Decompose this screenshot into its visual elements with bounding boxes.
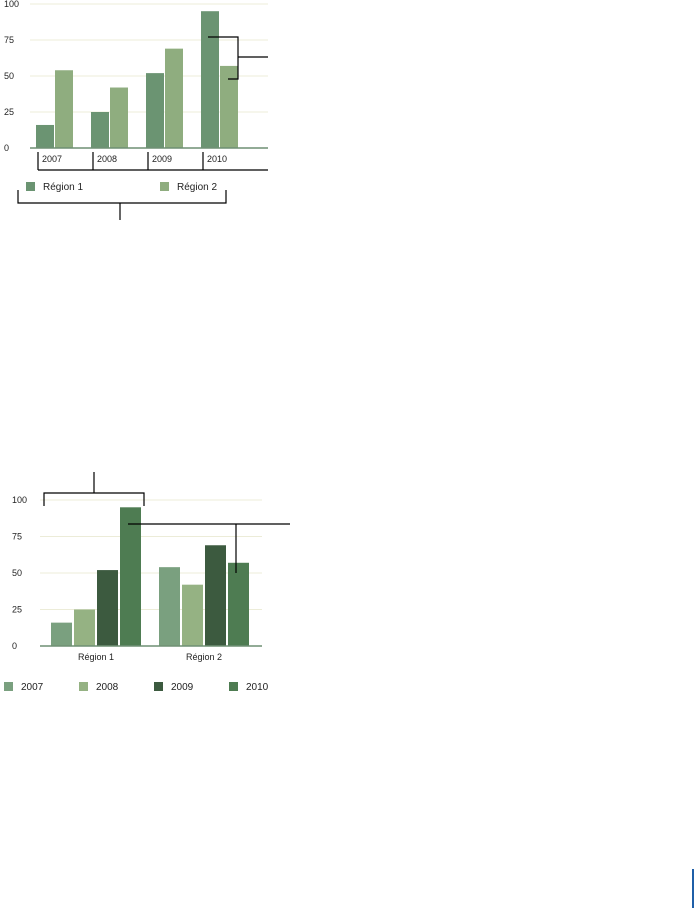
bar	[36, 124, 54, 148]
y-tick-label: 50	[12, 568, 22, 578]
y-tick-label: 50	[4, 71, 14, 81]
legend-swatch	[79, 682, 88, 691]
x-category-label: 2009	[152, 154, 172, 164]
legend-label: Région 1	[43, 182, 83, 193]
chart-by-region-callouts	[43, 472, 290, 573]
legend-swatch	[154, 682, 163, 691]
category-bracket	[37, 152, 268, 171]
bar	[51, 622, 72, 646]
bar	[55, 70, 73, 148]
x-category-label: Région 1	[78, 652, 114, 662]
legend-label: 2007	[21, 682, 44, 693]
x-category-label: 2008	[97, 154, 117, 164]
bar	[146, 73, 164, 148]
y-tick-label: 100	[4, 0, 19, 9]
bar	[120, 507, 141, 646]
y-tick-label: 25	[12, 605, 22, 615]
chart-by-region: 0 25 50 75 100 Région 1 Région 2 2007 2008 2009 20…	[4, 495, 269, 693]
legend-swatch	[26, 182, 35, 191]
bar	[110, 87, 128, 148]
legend-label: 2010	[246, 682, 269, 693]
bar	[165, 48, 183, 148]
chart-by-year-callouts	[17, 36, 268, 220]
y-tick-label: 75	[4, 35, 14, 45]
bar	[228, 562, 249, 646]
bar	[182, 584, 203, 646]
chart-by-year: 0 25 50 75 100 2007 2008 2009 2010 Région 1 Région…	[4, 0, 268, 193]
legend-swatch	[4, 682, 13, 691]
x-category-label: 2010	[207, 154, 227, 164]
bar	[74, 609, 95, 646]
legend-label: Région 2	[177, 182, 217, 193]
legend-label: 2009	[171, 682, 194, 693]
category-bracket	[43, 472, 145, 506]
y-tick-label: 25	[4, 107, 14, 117]
legend-swatch	[160, 182, 169, 191]
bar	[159, 567, 180, 646]
x-category-label: 2007	[42, 154, 62, 164]
bar	[91, 112, 109, 148]
bar	[220, 65, 238, 148]
legend-bracket	[17, 190, 227, 220]
bar	[97, 570, 118, 646]
bar	[201, 11, 219, 149]
legend-swatch	[229, 682, 238, 691]
y-tick-label: 75	[12, 532, 22, 542]
legend-label: 2008	[96, 682, 119, 693]
y-tick-label: 0	[12, 641, 17, 651]
series-bracket	[208, 36, 239, 80]
bar	[205, 545, 226, 646]
y-tick-label: 100	[12, 495, 27, 505]
y-tick-label: 0	[4, 143, 9, 153]
x-category-label: Région 2	[186, 652, 222, 662]
